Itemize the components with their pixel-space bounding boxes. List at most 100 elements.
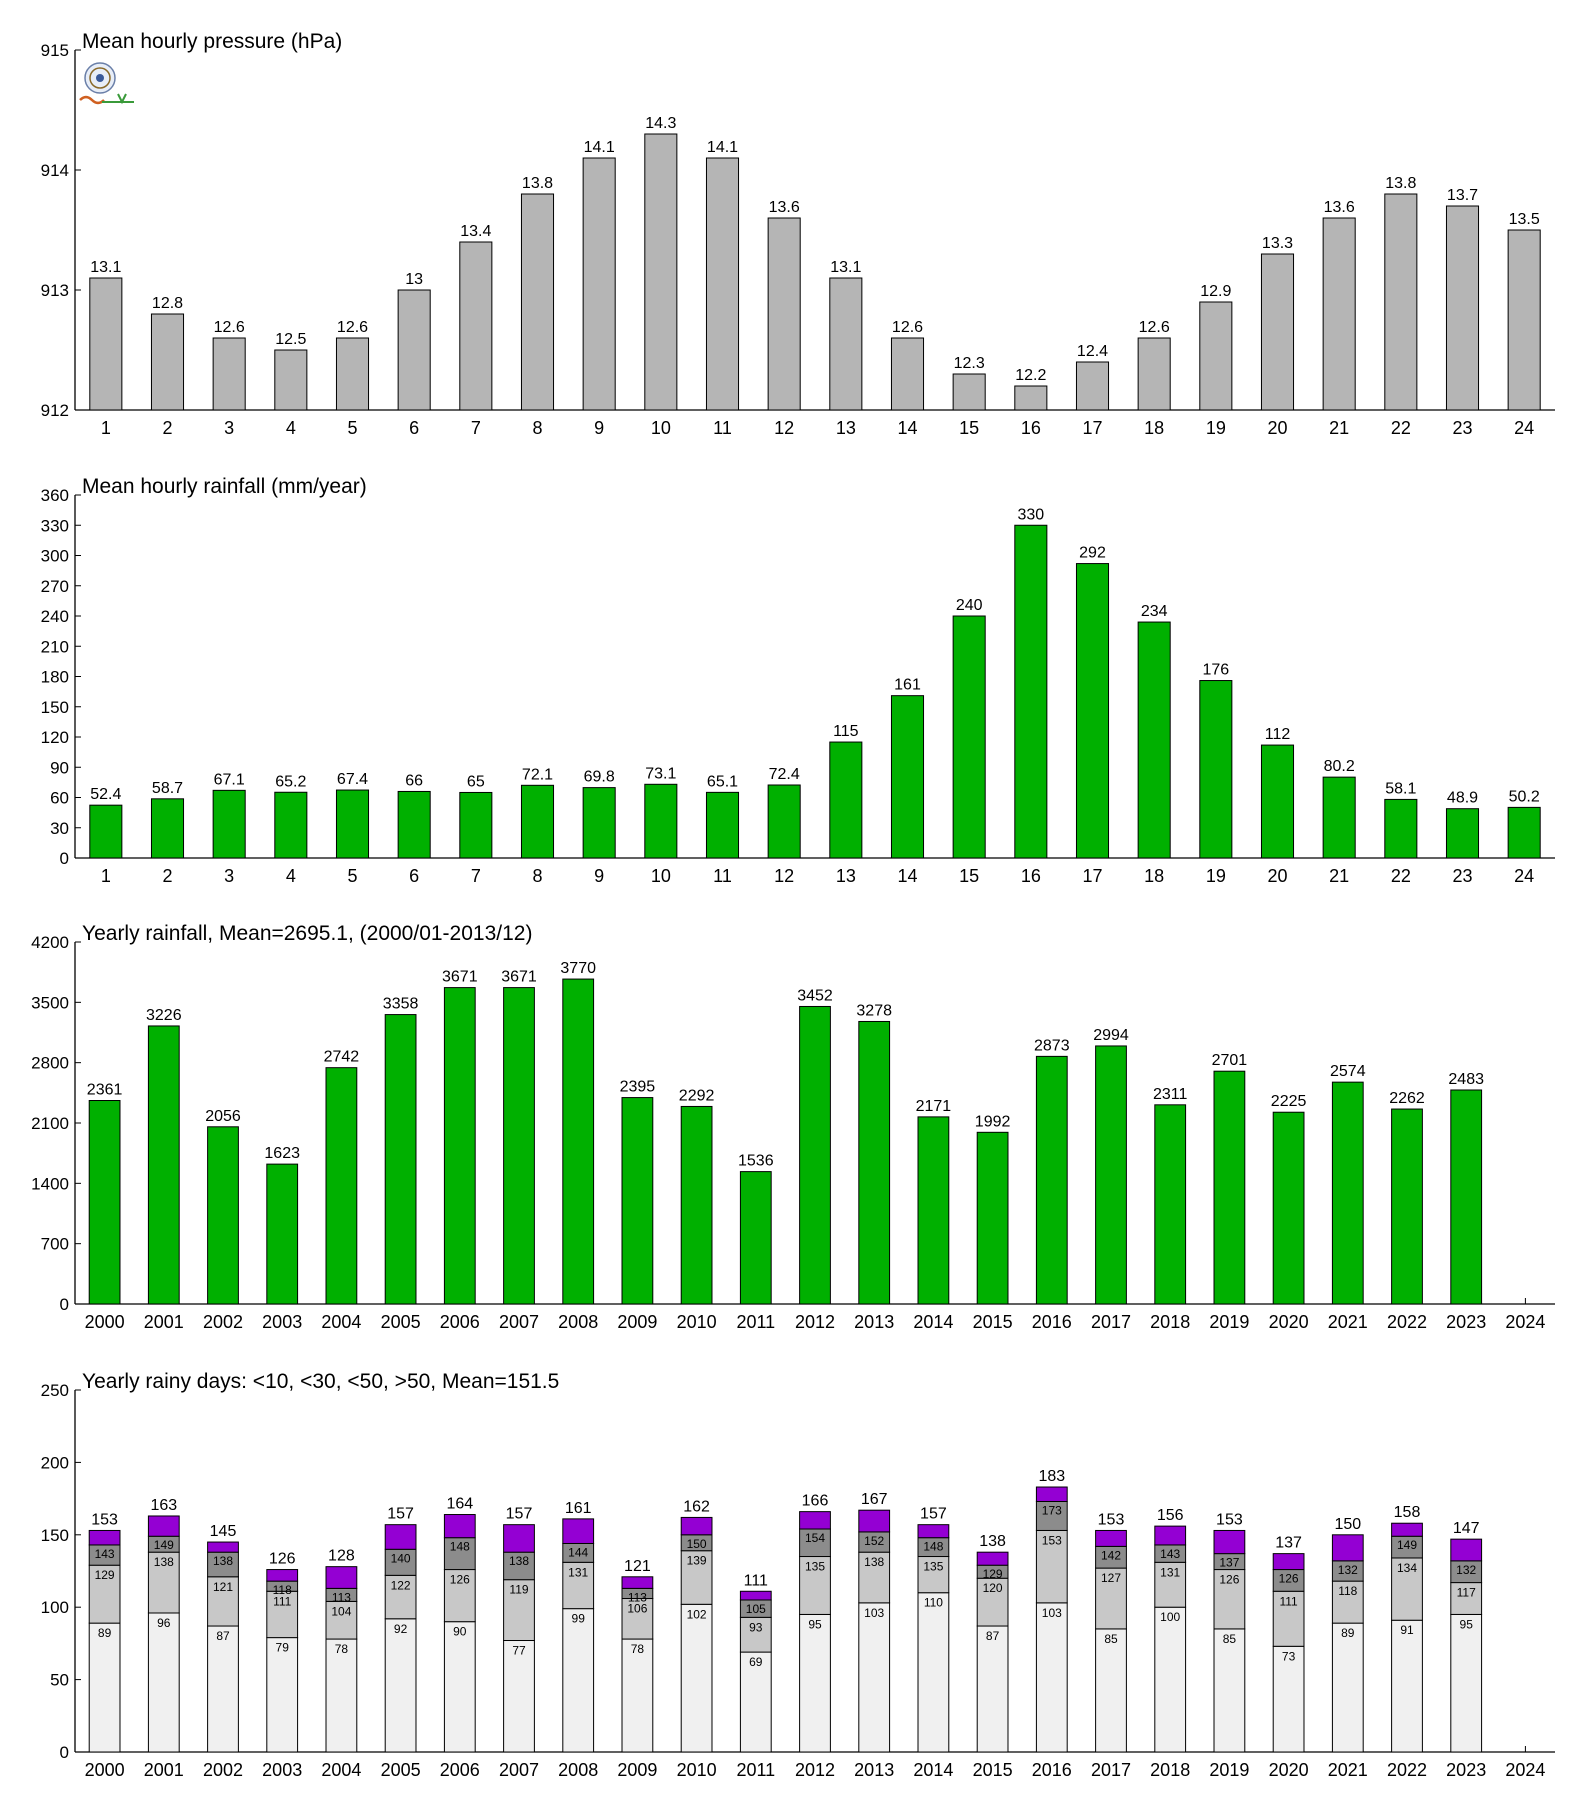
rainy_days-label-lt10: 85 [1223, 1632, 1237, 1646]
rainy_days-label-total: 162 [683, 1498, 710, 1515]
rainy_days-label-lt30: 111 [273, 1594, 292, 1608]
pressure-bar [829, 277, 863, 411]
yearly_rain-ytick-label: 1400 [31, 1174, 69, 1193]
hourly_rain-bar-label: 161 [894, 677, 921, 694]
rainy_days-stack-seg-1 [1095, 1567, 1127, 1630]
rainy_days-label-total: 126 [269, 1551, 296, 1568]
yearly_rain-bar-label: 2056 [205, 1108, 241, 1125]
hourly_rain-bar [1260, 744, 1295, 859]
rainy_days-label-lt10: 85 [1104, 1632, 1118, 1646]
hourly_rain-bar-label: 66 [405, 772, 423, 789]
rainy_days-label-lt50: 113 [628, 1590, 647, 1604]
rainy_days-stack-seg-1 [503, 1579, 535, 1642]
rainy_days-label-lt10: 89 [1341, 1626, 1355, 1640]
yearly_rain-bar-label: 3278 [856, 1002, 892, 1019]
yearly_rain-xtick-label: 2024 [1505, 1312, 1545, 1332]
rainy_days-label-total: 157 [387, 1506, 414, 1523]
rainy_days-label-lt10: 73 [1282, 1649, 1296, 1663]
pressure-bar [1199, 301, 1233, 411]
rainy_days-ytick-label: 200 [41, 1453, 69, 1472]
rainy_days-label-lt10: 95 [808, 1617, 822, 1631]
rainy_days-label-lt10: 89 [98, 1626, 112, 1640]
hourly_rain-bar [459, 791, 493, 859]
rainy_days-stack-seg-0 [443, 1621, 476, 1753]
pressure-xtick-label: 2 [162, 418, 172, 438]
hourly_rain-ytick-label: 240 [41, 607, 69, 626]
hourly_rain-ytick-label: 150 [41, 698, 69, 717]
pressure-bar [1014, 385, 1048, 411]
rainy_days-xtick-label: 2005 [381, 1760, 421, 1780]
yearly_rain-xtick-label: 2012 [795, 1312, 835, 1332]
yearly_rain-bar [917, 1116, 950, 1305]
rainy_days-label-total: 167 [861, 1491, 888, 1508]
yearly_rain-bar-label: 2171 [916, 1098, 952, 1115]
rainy_days-label-lt30: 106 [627, 1602, 647, 1616]
yearly_rain-xtick-label: 2003 [262, 1312, 302, 1332]
yearly_rain-bar [1154, 1104, 1187, 1305]
rainy_days-label-lt30: 111 [1279, 1594, 1298, 1608]
hourly_rain-bar-label: 176 [1202, 662, 1229, 679]
yearly_rain-xtick-label: 2010 [677, 1312, 717, 1332]
rainy_days-label-lt50: 148 [923, 1540, 943, 1554]
rainy_days-xtick-label: 2024 [1505, 1760, 1545, 1780]
rainy_days-stack-seg-1 [1154, 1561, 1187, 1608]
pressure-bar [1075, 361, 1110, 411]
rainy_days-stack-seg-0 [1095, 1628, 1127, 1753]
yearly_rain-xtick-label: 2020 [1269, 1312, 1309, 1332]
yearly_rain-bar [1035, 1055, 1068, 1305]
pressure-xtick-label: 4 [286, 418, 296, 438]
rainy_days-label-lt10: 103 [1042, 1606, 1062, 1620]
rainy_days-label-total: 121 [624, 1558, 651, 1575]
hourly_rain-xtick-label: 8 [532, 866, 542, 886]
yearly_rain-bar-label: 2292 [679, 1087, 715, 1104]
pressure-bar-label: 13.4 [460, 223, 491, 240]
hourly_rain-bar-label: 67.4 [337, 771, 368, 788]
rainy_days-xtick-label: 2002 [203, 1760, 243, 1780]
rainy_days-label-total: 163 [150, 1497, 177, 1514]
rainy_days-stack-seg-0 [1272, 1645, 1305, 1753]
pressure-ytick-label: 912 [41, 401, 69, 420]
rainy_days-label-lt10: 78 [335, 1642, 349, 1656]
rainy_days-stack-seg-0 [799, 1613, 831, 1753]
rainy_days-stack-seg-0 [384, 1618, 417, 1753]
yearly_rain-bar-label: 3671 [501, 969, 537, 986]
rainy_days-label-total: 145 [210, 1523, 237, 1540]
rainy_days-label-lt30: 138 [154, 1555, 174, 1569]
rainy_days-xtick-label: 2006 [440, 1760, 480, 1780]
rainy_days-label-lt10: 102 [687, 1607, 707, 1621]
yearly_rain-bar [207, 1126, 239, 1305]
pressure-ytick-label: 913 [41, 281, 69, 300]
yearly_rain-xtick-label: 2019 [1209, 1312, 1249, 1332]
yearly_rain-xtick-label: 2017 [1091, 1312, 1131, 1332]
hourly_rain-xtick-label: 1 [101, 866, 111, 886]
rainy_days-label-lt10: 95 [1460, 1617, 1474, 1631]
hourly_rain-ytick-label: 90 [50, 758, 69, 777]
rainy_days-xtick-label: 2019 [1209, 1760, 1249, 1780]
yearly_rain-bar [799, 1005, 831, 1305]
rainy_days-ytick-label: 150 [41, 1526, 69, 1545]
rainy_days-stack-seg-1 [976, 1577, 1009, 1627]
hourly_rain-ytick-label: 0 [60, 849, 69, 868]
rainy_days-label-lt10: 92 [394, 1622, 408, 1636]
pressure-bar-label: 12.4 [1077, 343, 1108, 360]
rainy_days-label-total: 153 [1216, 1511, 1243, 1528]
rainy_days-stack-seg-0 [1450, 1613, 1483, 1753]
rainy_days-xtick-label: 2018 [1150, 1760, 1190, 1780]
hourly_rain-xtick-label: 16 [1021, 866, 1041, 886]
rainy_days-title: Yearly rainy days: <10, <30, <50, >50, M… [82, 1370, 559, 1393]
yearly_rain-xtick-label: 2014 [913, 1312, 953, 1332]
yearly_rain-bar [1213, 1070, 1246, 1305]
rainy_days-label-lt10: 100 [1160, 1610, 1180, 1624]
rainy_days-xtick-label: 2012 [795, 1760, 835, 1780]
hourly_rain-bar-label: 58.7 [152, 780, 183, 797]
rainy_days-label-lt50: 149 [154, 1538, 174, 1552]
hourly_rain-ytick-label: 30 [50, 819, 69, 838]
rainy_days-label-lt30: 138 [864, 1555, 884, 1569]
rainy_days-stack-seg-2 [207, 1551, 239, 1578]
hourly_rain-xtick-label: 17 [1082, 866, 1102, 886]
hourly_rain-bar-label: 115 [833, 723, 859, 740]
yearly_rain-bar-label: 3358 [383, 996, 419, 1013]
yearly_rain-ytick-label: 2100 [31, 1114, 69, 1133]
hourly_rain-xtick-label: 4 [286, 866, 296, 886]
seal-logo-icon [79, 62, 134, 105]
